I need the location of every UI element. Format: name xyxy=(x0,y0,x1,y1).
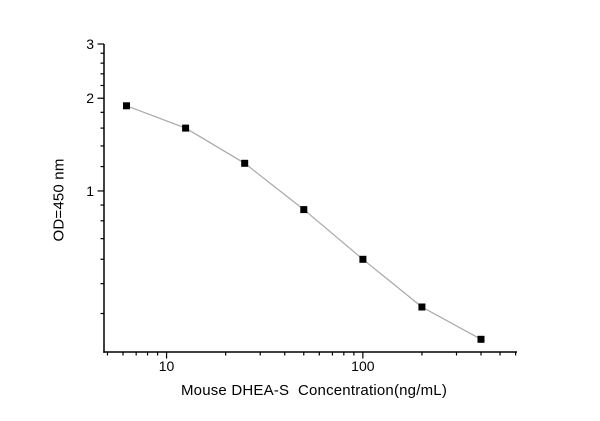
x-axis-title: Mouse DHEA-S Concentration(ng/mL) xyxy=(180,382,448,399)
y-tick-label: 1 xyxy=(86,183,94,199)
data-point-marker xyxy=(418,303,426,311)
data-point-marker xyxy=(123,102,130,110)
x-tick-label: 100 xyxy=(351,358,375,374)
y-tick-label: 3 xyxy=(86,36,94,52)
curve-line xyxy=(126,105,482,340)
x-tick-label: 10 xyxy=(159,358,175,374)
data-point-marker xyxy=(182,124,190,132)
y-tick-label: 2 xyxy=(86,90,94,106)
data-point-marker xyxy=(477,335,485,343)
data-point-marker xyxy=(359,255,367,263)
data-point-marker xyxy=(300,206,308,214)
data-point-marker xyxy=(241,159,249,167)
